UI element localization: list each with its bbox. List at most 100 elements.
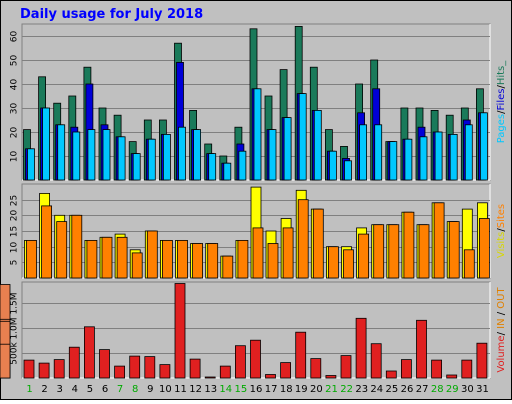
bar-volume-volume-day-31 [476, 342, 488, 379]
bar-visits-sites-day-19 [297, 199, 309, 279]
x-tick-label-day-13: 13 [204, 384, 217, 395]
bar-volume-volume-day-15 [234, 345, 246, 379]
bar-hits-pages-day-19 [298, 93, 307, 181]
x-tick-label-day-4: 4 [72, 384, 78, 395]
bar-volume-volume-day-13 [204, 376, 216, 379]
x-tick-label-day-24: 24 [370, 384, 383, 395]
bar-hits-pages-day-29 [449, 133, 458, 181]
bar-volume-volume-day-9 [144, 356, 156, 379]
y-tick-label: 30 [10, 103, 20, 115]
x-tick-label-day-15: 15 [235, 384, 248, 395]
legend-entry-pages: Pages [496, 114, 507, 143]
bar-hits-pages-day-16 [253, 88, 262, 181]
chart-title: Daily usage for July 2018 [20, 7, 203, 22]
chart-panels: 10 20 30 40 50 60 5 10 15 20 25 500k 1.0M 1.5M [0, 23, 491, 379]
bar-volume-volume-day-7 [114, 365, 125, 379]
bar-volume-volume-day-16 [250, 339, 261, 379]
x-tick-label-day-1: 1 [26, 384, 32, 395]
bar-hits-pages-day-25 [389, 141, 398, 181]
x-tick-label-day-9: 9 [147, 384, 153, 395]
bar-hits-pages-day-4 [72, 131, 81, 181]
y-tick-label: 20 [10, 127, 20, 139]
bar-volume-volume-day-14 [219, 365, 231, 379]
bar-volume-volume-day-20 [310, 358, 322, 379]
bar-visits-sites-day-25 [388, 224, 400, 279]
bar-hits-pages-day-15 [238, 150, 247, 181]
bar-visits-sites-day-16 [252, 227, 264, 279]
y-tick-label: 1.5M [10, 292, 20, 314]
panel-volume: 500k 1.0M 1.5M [0, 281, 491, 379]
bar-visits-sites-day-20 [312, 208, 324, 279]
x-tick-label-day-14: 14 [219, 384, 232, 395]
legend-entry-files: Files [496, 89, 507, 111]
bar-hits-pages-day-1 [27, 148, 35, 181]
bar-volume-volume-day-17 [265, 374, 276, 379]
x-tick-label-day-21: 21 [325, 384, 338, 395]
bar-hits-pages-day-26 [404, 138, 413, 181]
x-tick-label-day-2: 2 [41, 384, 47, 395]
bar-hits-pages-day-11 [178, 126, 186, 181]
legend-entry-in: IN [496, 315, 507, 332]
bar-volume-volume-day-3 [53, 359, 65, 379]
bar-hits-pages-day-7 [117, 136, 126, 181]
bar-visits-sites-day-4 [71, 214, 83, 279]
bar-volume-out-day-31 [0, 343, 11, 379]
bar-volume-volume-day-10 [159, 364, 171, 379]
legend-visits: Visits/Sites [496, 204, 507, 258]
bar-hits-pages-day-14 [223, 162, 232, 181]
bar-volume-volume-day-25 [385, 370, 397, 379]
bar-hits-pages-day-5 [87, 129, 96, 181]
bar-visits-sites-day-14 [222, 255, 234, 279]
x-tick-label-day-6: 6 [102, 384, 108, 395]
bar-volume-volume-day-30 [461, 359, 473, 379]
bar-volume-volume-day-1 [23, 359, 35, 379]
bar-volume-volume-day-21 [325, 375, 337, 379]
x-tick-label-day-11: 11 [174, 384, 187, 395]
y-tick-label: 500k [10, 342, 20, 365]
bar-visits-sites-day-6 [101, 236, 113, 279]
panel-visits: 5 10 15 20 25 [10, 183, 491, 279]
bar-hits-pages-day-22 [344, 160, 352, 181]
bar-volume-volume-day-11 [174, 283, 186, 379]
y-tick-label: 40 [10, 79, 20, 91]
bar-visits-sites-day-13 [207, 243, 219, 279]
bar-visits-sites-day-24 [373, 224, 385, 279]
bar-visits-sites-day-1 [26, 239, 37, 279]
legend-entry-visits: Visits [496, 232, 507, 259]
bar-volume-volume-day-4 [68, 346, 80, 379]
bar-visits-sites-day-3 [56, 221, 68, 279]
bar-volume-volume-day-26 [400, 359, 412, 379]
x-tick-label-day-20: 20 [310, 384, 323, 395]
x-tick-label-day-30: 30 [461, 384, 474, 395]
bar-visits-sites-day-2 [41, 205, 52, 279]
x-tick-label-day-22: 22 [340, 384, 353, 395]
bar-volume-volume-day-19 [295, 331, 307, 379]
bar-visits-sites-day-31 [478, 218, 490, 279]
legend-hits: Pages/Files/Hits_ [496, 60, 507, 144]
bar-visits-sites-day-5 [86, 239, 98, 279]
bar-volume-volume-day-23 [355, 317, 367, 379]
y-tick-label: 25 [10, 195, 20, 206]
x-tick-label-day-31: 31 [476, 384, 489, 395]
bar-volume-volume-day-24 [370, 343, 382, 379]
bar-hits-pages-day-21 [328, 150, 337, 181]
bar-volume-volume-day-28 [431, 359, 443, 379]
bar-visits-sites-day-8 [131, 252, 143, 279]
y-tick-label: 10 [10, 151, 20, 163]
legend-volume: Volume/ IN / OUT [496, 286, 507, 372]
bar-hits-pages-day-2 [42, 107, 50, 181]
bar-hits-pages-day-8 [132, 153, 141, 181]
x-axis-day-labels: 1 2 3 4 5 6 7 8 9 10 11 12 13 14 15 16 17 18 19 20 21 22 23 24 2… [26, 384, 489, 395]
y-tick-label: 5 [10, 260, 20, 266]
bar-hits-pages-day-6 [102, 129, 111, 181]
bar-visits-sites-day-30 [463, 249, 475, 279]
bar-visits-sites-day-9 [146, 230, 158, 279]
x-tick-label-day-18: 18 [280, 384, 293, 395]
bar-volume-volume-day-18 [280, 362, 292, 379]
bar-visits-sites-day-29 [448, 221, 460, 279]
x-tick-label-day-8: 8 [132, 384, 138, 395]
bar-visits-sites-day-23 [358, 233, 370, 279]
bar-volume-volume-day-27 [416, 319, 427, 379]
